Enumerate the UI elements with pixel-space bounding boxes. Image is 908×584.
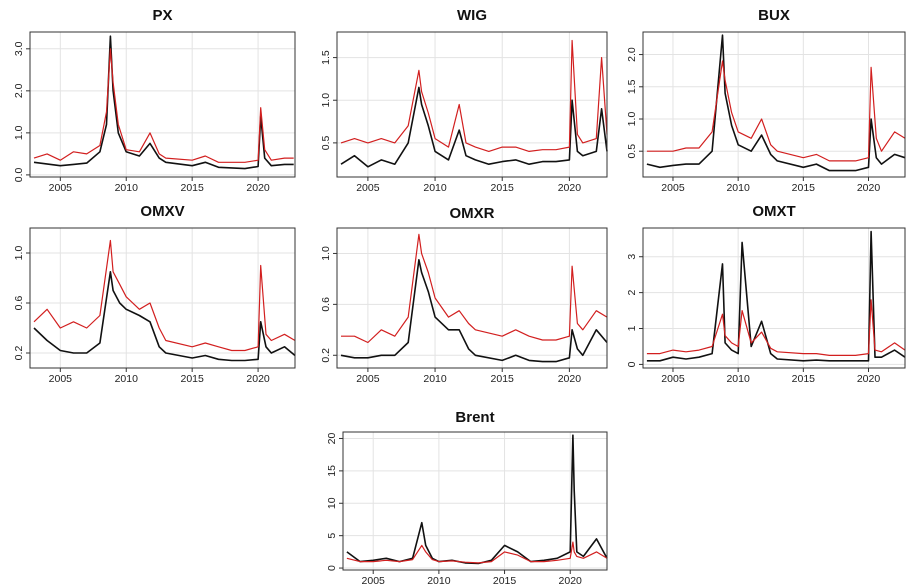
y-tick-label: 3 <box>626 254 638 260</box>
x-tick-label: 2015 <box>180 182 204 194</box>
chart-panel-brent: Brent 2005 2010 2015 2020 0 5 10 15 20 <box>326 409 608 584</box>
x-tick-label: 2020 <box>246 373 270 385</box>
series-line-red <box>646 299 906 356</box>
plot-frame <box>336 31 608 178</box>
x-tick-label: 2005 <box>356 373 380 385</box>
series-line-black <box>346 434 608 565</box>
series-line-red <box>33 48 294 163</box>
series-line-red <box>646 60 906 162</box>
plot-frame <box>29 31 296 178</box>
chart-panel-px: PX 2005 2010 2015 2020 0.0 1.0 2.0 3.0 <box>13 7 296 194</box>
y-tick-label: 1.0 <box>13 125 25 140</box>
y-tick-label: 1.0 <box>320 246 332 261</box>
chart-panel-omxt: OMXT 2005 2010 2015 2020 0 1 2 3 <box>626 203 906 385</box>
x-tick-label: 2015 <box>180 373 204 385</box>
y-tick-label: 1 <box>626 325 638 331</box>
y-tick-label: 0 <box>326 565 338 571</box>
chart-title: OMXV <box>140 203 184 220</box>
x-tick-label: 2015 <box>493 575 517 584</box>
y-tick-label: 1.5 <box>626 79 638 94</box>
x-tick-label: 2020 <box>857 373 881 385</box>
chart-title: OMXT <box>752 203 795 220</box>
plot-frame <box>642 227 906 369</box>
plot-frame <box>29 227 296 369</box>
x-tick-label: 2005 <box>362 575 386 584</box>
x-tick-label: 2010 <box>726 373 750 385</box>
y-tick-label: 5 <box>326 533 338 539</box>
chart-title: Brent <box>455 409 494 426</box>
series-line-red <box>341 233 608 344</box>
x-tick-label: 2005 <box>49 373 73 385</box>
y-tick-label: 3.0 <box>13 41 25 56</box>
y-tick-label: 20 <box>326 432 338 444</box>
series-line-red <box>340 39 608 152</box>
x-tick-label: 2010 <box>423 182 447 194</box>
y-tick-label: 0 <box>626 361 638 367</box>
series-line-red <box>33 239 296 352</box>
y-tick-label: 0.5 <box>320 135 332 150</box>
chart-panel-wig: WIG 2005 2010 2015 2020 0.5 1.0 1.5 <box>320 7 608 194</box>
series-line-red <box>346 541 608 564</box>
x-tick-label: 2010 <box>115 373 139 385</box>
y-tick-label: 15 <box>326 465 338 477</box>
y-tick-label: 1.0 <box>13 246 25 261</box>
x-tick-label: 2015 <box>792 182 816 194</box>
y-tick-label: 2.0 <box>13 83 25 98</box>
chart-panel-omxr: OMXR 2005 2010 2015 2020 0.2 0.6 1.0 <box>320 205 608 385</box>
x-tick-label: 2010 <box>427 575 451 584</box>
y-tick-label: 0.6 <box>13 296 25 311</box>
plot-frame <box>336 227 608 369</box>
y-tick-label: 1.0 <box>626 112 638 127</box>
y-tick-label: 0.2 <box>320 348 332 363</box>
x-tick-label: 2020 <box>857 182 881 194</box>
chart-panel-omxv: OMXV 2005 2010 2015 2020 0.2 0.6 1.0 <box>13 203 296 385</box>
x-tick-label: 2005 <box>49 182 73 194</box>
x-tick-label: 2010 <box>423 373 447 385</box>
x-tick-label: 2005 <box>661 373 685 385</box>
y-tick-label: 10 <box>326 497 338 509</box>
x-tick-label: 2020 <box>558 373 582 385</box>
y-tick-label: 0.5 <box>626 144 638 159</box>
chart-title: WIG <box>457 7 487 24</box>
y-tick-label: 2 <box>626 290 638 296</box>
y-tick-label: 1.5 <box>320 50 332 65</box>
x-tick-label: 2010 <box>726 182 750 194</box>
y-tick-label: 2.0 <box>626 47 638 62</box>
series-line-black <box>646 34 906 172</box>
plot-frame <box>642 31 906 178</box>
x-tick-label: 2010 <box>115 182 139 194</box>
series-line-black <box>646 230 906 362</box>
series-line-black <box>33 35 294 170</box>
series-line-black <box>340 258 608 363</box>
chart-panel-bux: BUX 2005 2010 2015 2020 0.5 1.0 1.5 2.0 <box>626 7 906 194</box>
y-tick-label: 0.6 <box>320 297 332 312</box>
chart-title: BUX <box>758 7 790 24</box>
series-line-black <box>340 86 608 168</box>
x-tick-label: 2005 <box>356 182 380 194</box>
chart-title: OMXR <box>450 205 495 222</box>
plot-frame <box>342 431 608 571</box>
chart-title: PX <box>152 7 172 24</box>
x-tick-label: 2015 <box>792 373 816 385</box>
x-tick-label: 2015 <box>491 182 515 194</box>
y-tick-label: 1.0 <box>320 93 332 108</box>
y-tick-label: 0.0 <box>13 167 25 182</box>
series-line-black <box>33 270 296 362</box>
x-tick-label: 2020 <box>558 182 582 194</box>
y-tick-label: 0.2 <box>13 346 25 361</box>
x-tick-label: 2015 <box>491 373 515 385</box>
x-tick-label: 2020 <box>246 182 270 194</box>
x-tick-label: 2005 <box>661 182 685 194</box>
x-tick-label: 2020 <box>559 575 583 584</box>
